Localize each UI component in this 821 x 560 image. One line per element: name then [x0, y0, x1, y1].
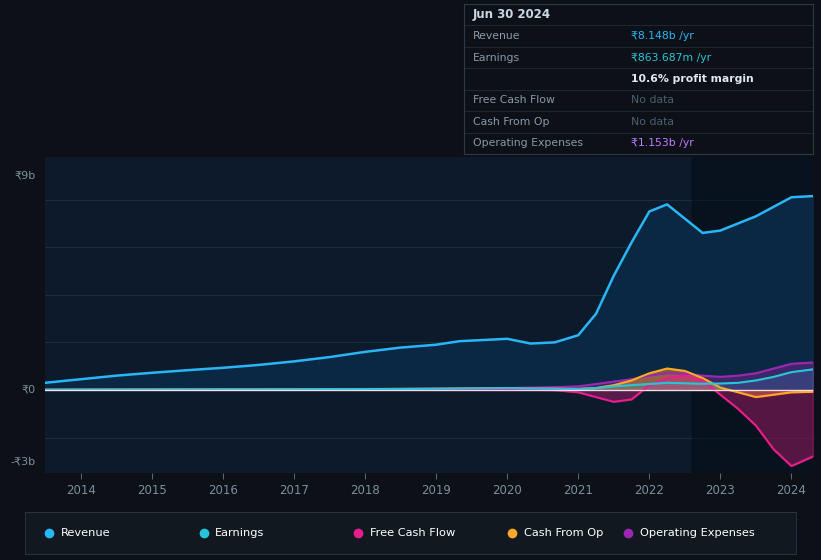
- Text: Earnings: Earnings: [473, 53, 520, 63]
- Text: Revenue: Revenue: [61, 529, 111, 538]
- Text: Operating Expenses: Operating Expenses: [473, 138, 583, 148]
- Text: Free Cash Flow: Free Cash Flow: [369, 529, 455, 538]
- Text: ₹1.153b /yr: ₹1.153b /yr: [631, 138, 694, 148]
- Text: Cash From Op: Cash From Op: [473, 117, 549, 127]
- Text: ₹863.687m /yr: ₹863.687m /yr: [631, 53, 712, 63]
- Text: ₹0: ₹0: [22, 385, 36, 395]
- Text: Cash From Op: Cash From Op: [524, 529, 603, 538]
- Text: 10.6% profit margin: 10.6% profit margin: [631, 74, 754, 84]
- Text: No data: No data: [631, 117, 674, 127]
- Text: Revenue: Revenue: [473, 31, 520, 41]
- Text: Free Cash Flow: Free Cash Flow: [473, 95, 554, 105]
- Text: Jun 30 2024: Jun 30 2024: [473, 8, 551, 21]
- Text: Operating Expenses: Operating Expenses: [640, 529, 754, 538]
- Text: -₹3b: -₹3b: [11, 456, 36, 466]
- Bar: [692, 157, 816, 473]
- Text: No data: No data: [631, 95, 674, 105]
- Text: ₹9b: ₹9b: [15, 171, 36, 181]
- Text: ₹8.148b /yr: ₹8.148b /yr: [631, 31, 694, 41]
- Text: Earnings: Earnings: [215, 529, 264, 538]
